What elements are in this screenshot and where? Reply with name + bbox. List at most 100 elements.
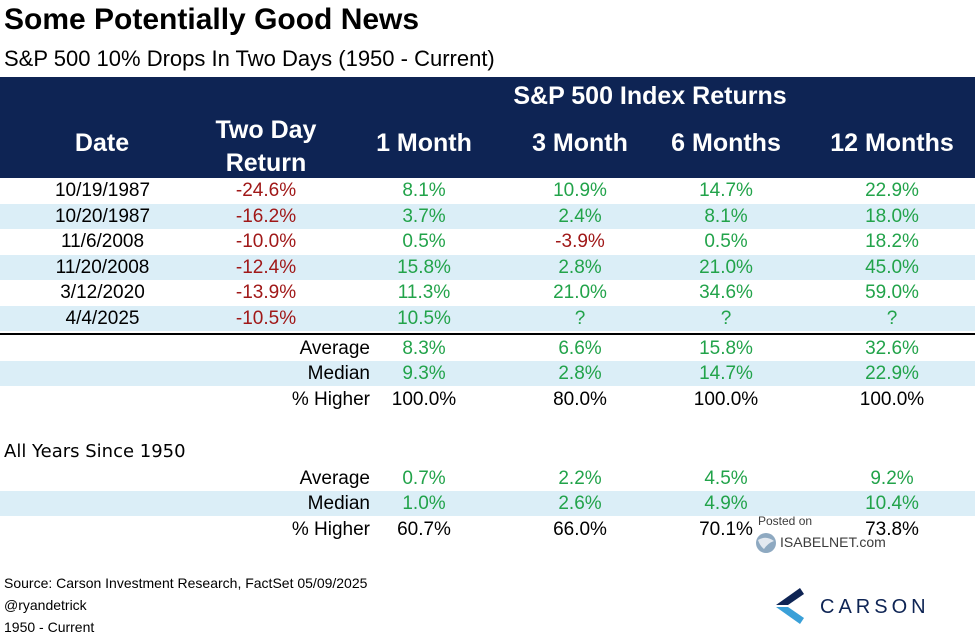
row-1-month: 10.5% [397, 308, 451, 329]
summary-row: Average 8.3% 6.6% 15.8% 32.6% [0, 336, 975, 361]
table-row: 3/12/2020 -13.9% 11.3% 21.0% 34.6% 59.0% [0, 280, 975, 305]
all-years-label-cell: % Higher [291, 519, 370, 540]
all-years-m3: 2.2% [558, 468, 602, 489]
summary-label: Average [299, 338, 370, 359]
header-6-months: 6 Months [671, 129, 781, 157]
row-date: 11/6/2008 [60, 231, 145, 252]
summary-label: Median [307, 363, 370, 384]
row-12-months: ? [886, 308, 898, 329]
all-years-row: Average 0.7% 2.2% 4.5% 9.2% [0, 466, 975, 491]
row-6-months: 0.5% [704, 231, 748, 252]
all-years-label-cell: Average [299, 468, 370, 489]
summary-m6: 14.7% [699, 363, 753, 384]
header-1-month: 1 Month [376, 129, 472, 157]
row-3-month: -3.9% [555, 231, 605, 252]
summary-m3: 6.6% [558, 338, 602, 359]
all-years-m12: 73.8% [865, 519, 919, 540]
row-1-month: 8.1% [402, 180, 446, 201]
watermark-site: ISABELNET.com [780, 534, 886, 550]
summary-m1: 9.3% [402, 363, 446, 384]
globe-icon [756, 533, 776, 553]
table-row: 10/19/1987 -24.6% 8.1% 10.9% 14.7% 22.9% [0, 178, 975, 203]
all-years-m6: 4.5% [704, 468, 748, 489]
summary-m1: 8.3% [402, 338, 446, 359]
row-1-month: 11.3% [397, 282, 451, 303]
row-1-month: 3.7% [402, 206, 446, 227]
row-12-months: 59.0% [865, 282, 919, 303]
table-row: 11/20/2008 -12.4% 15.8% 2.8% 21.0% 45.0% [0, 255, 975, 280]
all-years-m3: 66.0% [553, 519, 607, 540]
summary-m3: 2.8% [558, 363, 602, 384]
row-date: 4/4/2025 [65, 308, 140, 329]
row-3-month: 2.4% [558, 206, 602, 227]
row-12-months: 45.0% [865, 257, 919, 278]
summary-row: Median 9.3% 2.8% 14.7% 22.9% [0, 361, 975, 386]
all-years-m1: 0.7% [402, 468, 446, 489]
all-years-m12: 9.2% [870, 468, 914, 489]
row-date: 3/12/2020 [60, 282, 145, 303]
row-date: 10/20/1987 [54, 206, 151, 227]
carson-wordmark: CARSON [820, 596, 930, 618]
all-years-label: All Years Since 1950 [4, 441, 186, 462]
header-group-label: S&P 500 Index Returns [513, 82, 787, 110]
row-6-months: 34.6% [699, 282, 753, 303]
all-years-m6: 70.1% [699, 519, 753, 540]
summary-m12: 32.6% [865, 338, 919, 359]
carson-chevron-icon [776, 588, 804, 624]
watermark-posted-on: Posted on [758, 514, 813, 528]
all-years-m6: 4.9% [704, 493, 748, 514]
all-years-m1: 1.0% [402, 493, 446, 514]
header-two-day-line1: Two Day [215, 116, 317, 144]
row-two-day-return: -10.5% [235, 308, 297, 329]
row-1-month: 15.8% [397, 257, 451, 278]
summary-m12: 22.9% [865, 363, 919, 384]
summary-m6: 100.0% [693, 389, 759, 410]
row-3-month: 21.0% [553, 282, 607, 303]
all-years-m1: 60.7% [397, 519, 451, 540]
row-6-months: 14.7% [699, 180, 753, 201]
row-two-day-return: -12.4% [235, 257, 297, 278]
row-3-month: 2.8% [558, 257, 602, 278]
row-two-day-return: -16.2% [235, 206, 297, 227]
row-3-month: ? [574, 308, 586, 329]
period-note: 1950 - Current [4, 619, 95, 635]
summary-m3: 80.0% [553, 389, 607, 410]
row-date: 11/20/2008 [55, 257, 150, 278]
summary-label: % Higher [291, 389, 370, 410]
source-notes: Source: Carson Investment Research, Fact… [4, 572, 367, 638]
table-row: 4/4/2025 -10.5% 10.5%??? [0, 306, 975, 331]
all-years-row: Median 1.0% 2.6% 4.9% 10.4% [0, 491, 975, 516]
table-header: S&P 500 Index Returns Date Two Day Retur… [0, 77, 975, 178]
author-handle: @ryandetrick [4, 597, 87, 613]
summary-m12: 100.0% [859, 389, 925, 410]
all-years-m3: 2.6% [558, 493, 602, 514]
row-two-day-return: -24.6% [235, 180, 297, 201]
header-two-day-return: Two Day Return [196, 114, 336, 180]
summary-m1: 100.0% [391, 389, 457, 410]
summary-row: % Higher 100.0% 80.0% 100.0% 100.0% [0, 387, 975, 412]
row-6-months: 21.0% [699, 257, 753, 278]
row-two-day-return: -13.9% [235, 282, 297, 303]
table-row: 10/20/1987 -16.2% 3.7% 2.4% 8.1% 18.0% [0, 204, 975, 229]
row-12-months: 22.9% [865, 180, 919, 201]
all-years-m12: 10.4% [865, 493, 919, 514]
summary-m6: 15.8% [699, 338, 753, 359]
all-years-row: % Higher 60.7% 66.0% 70.1% 73.8% [0, 517, 975, 542]
table-divider [0, 333, 975, 335]
table-row: 11/6/2008 -10.0% 0.5% -3.9% 0.5% 18.2% [0, 229, 975, 254]
row-two-day-return: -10.0% [235, 231, 297, 252]
header-two-day-line2: Return [225, 149, 307, 177]
page-title: Some Potentially Good News [4, 3, 420, 36]
header-12-months: 12 Months [830, 129, 954, 157]
row-6-months: ? [720, 308, 732, 329]
row-6-months: 8.1% [704, 206, 748, 227]
page-subtitle: S&P 500 10% Drops In Two Days (1950 - Cu… [4, 46, 495, 71]
row-12-months: 18.2% [865, 231, 919, 252]
row-date: 10/19/1987 [54, 180, 151, 201]
header-date: Date [74, 129, 130, 157]
source-line: Source: Carson Investment Research, Fact… [4, 575, 368, 591]
row-1-month: 0.5% [402, 231, 446, 252]
row-3-month: 10.9% [553, 180, 607, 201]
row-12-months: 18.0% [865, 206, 919, 227]
header-3-month: 3 Month [532, 129, 628, 157]
